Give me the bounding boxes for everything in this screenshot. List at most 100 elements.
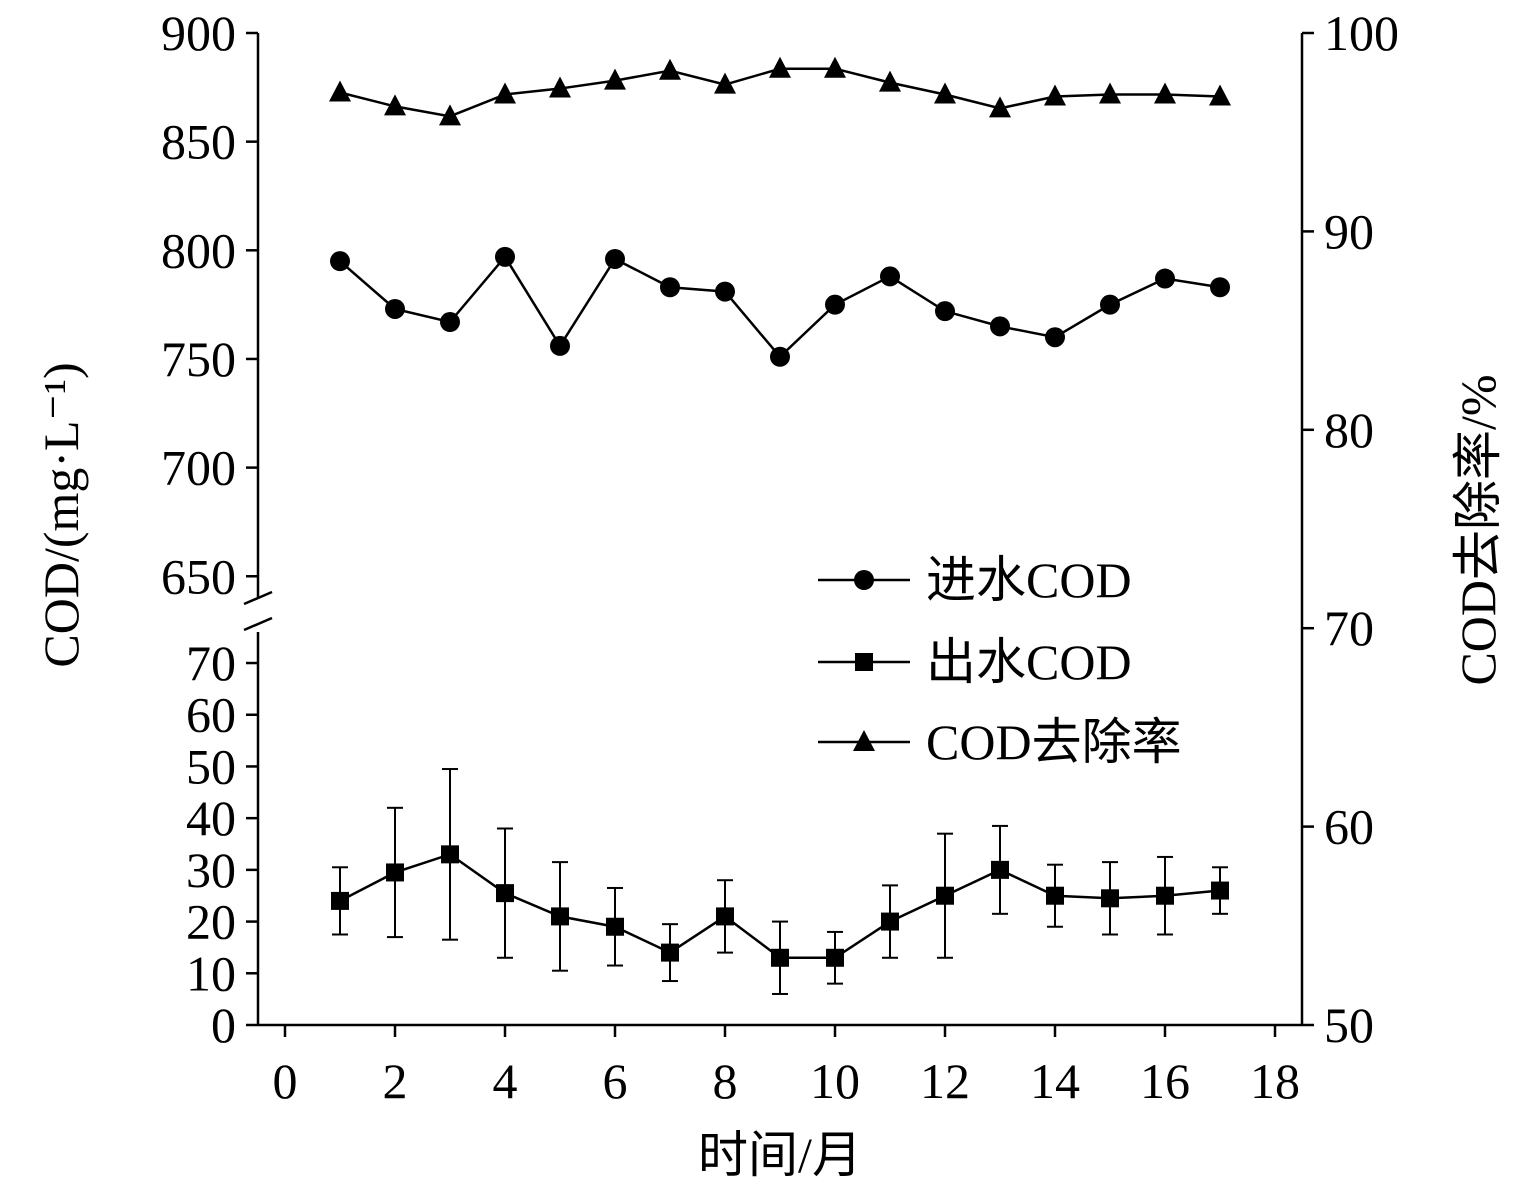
influent-cod-point <box>440 312 460 333</box>
axis-break-mark <box>243 616 273 632</box>
axis-break-mark <box>243 590 273 606</box>
y-right-tick-label: 60 <box>1324 799 1374 855</box>
influent-cod-point <box>1210 277 1230 298</box>
x-tick-label: 10 <box>810 1053 860 1109</box>
effluent-cod-point <box>1211 881 1229 900</box>
x-axis-title: 时间/月 <box>698 1127 862 1183</box>
effluent-cod-point <box>716 907 734 926</box>
influent-cod-point <box>935 301 955 322</box>
x-tick-label: 2 <box>383 1053 408 1109</box>
effluent-cod-point <box>331 891 349 910</box>
legend-label-removal: COD去除率 <box>926 714 1182 770</box>
influent-cod-point <box>825 294 845 315</box>
x-tick-label: 0 <box>273 1053 298 1109</box>
y-left-lower-tick-label: 70 <box>186 635 236 691</box>
series-layer <box>329 56 1231 995</box>
legend-label-effluent: 出水COD <box>926 634 1132 690</box>
x-tick-label: 16 <box>1140 1053 1190 1109</box>
cod-removal-point <box>494 82 516 104</box>
y-right-tick-label: 100 <box>1324 5 1399 61</box>
cod-removal-point <box>1209 84 1231 106</box>
influent-cod-point <box>715 281 735 302</box>
y-left-lower-tick-label: 20 <box>186 894 236 950</box>
y-left-lower-tick-label: 40 <box>186 790 236 846</box>
y-axis-title-right: COD去除率/% <box>1450 374 1506 685</box>
effluent-cod-point <box>1046 886 1064 905</box>
legend-square-marker <box>855 653 873 671</box>
y-left-lower-tick-label: 30 <box>186 842 236 898</box>
cod-removal-point <box>934 82 956 104</box>
ticks: 0 2 4 6 8 10 12 14 16 186507007508008509000102030… <box>161 5 1399 1109</box>
effluent-cod-point <box>496 884 514 903</box>
effluent-cod-point <box>441 845 459 864</box>
cod-removal-point <box>769 56 791 78</box>
y-left-upper-tick-label: 850 <box>161 114 236 170</box>
influent-cod-point <box>660 277 680 298</box>
influent-cod-point <box>605 249 625 269</box>
y-right-tick-label: 80 <box>1324 402 1374 458</box>
effluent-cod-point <box>771 948 789 967</box>
cod-removal-point <box>549 76 571 98</box>
cod-removal-point <box>1154 82 1176 104</box>
cod-removal-point <box>604 68 626 90</box>
y-right-tick-label: 90 <box>1324 203 1374 259</box>
influent-cod-point <box>990 316 1010 337</box>
y-axis-title-left: COD/(mg·L⁻¹) <box>33 362 89 667</box>
influent-cod-point <box>550 335 570 356</box>
influent-cod-point <box>770 346 790 367</box>
effluent-cod-point <box>1156 886 1174 905</box>
axes <box>243 33 1304 1027</box>
legend-circle-marker <box>854 570 874 590</box>
y-left-upper-tick-label: 700 <box>161 440 236 496</box>
legend: 进水COD 出水COD COD去除率 <box>818 552 1182 770</box>
effluent-cod-point <box>661 943 679 962</box>
influent-cod-line <box>339 254 1221 359</box>
y-left-lower-tick-label: 10 <box>186 945 236 1001</box>
influent-cod-point <box>330 251 350 272</box>
y-left-upper-tick-label: 650 <box>161 548 236 604</box>
x-tick-label: 4 <box>493 1053 518 1109</box>
effluent-cod-point <box>881 912 899 931</box>
x-tick-label: 12 <box>920 1053 970 1109</box>
y-left-lower-tick-label: 0 <box>211 997 236 1053</box>
x-tick-label: 6 <box>603 1053 628 1109</box>
cod-removal-point <box>439 104 461 126</box>
y-left-lower-tick-label: 50 <box>186 738 236 794</box>
x-tick-label: 18 <box>1250 1053 1300 1109</box>
cod-removal-point <box>879 70 901 92</box>
influent-cod-point <box>1045 327 1065 348</box>
cod-removal-point <box>384 94 406 116</box>
cod-removal-point <box>1099 82 1121 104</box>
effluent-cod-point <box>991 860 1009 879</box>
y-left-lower-tick-label: 60 <box>186 687 236 743</box>
effluent-cod-point <box>1101 889 1119 908</box>
y-right-tick-label: 50 <box>1324 997 1374 1053</box>
legend-triangle-marker <box>853 730 875 751</box>
y-right-tick-label: 70 <box>1324 600 1374 656</box>
cod-removal-point <box>989 96 1011 118</box>
cod-removal-point <box>1044 84 1066 106</box>
x-tick-label: 8 <box>713 1053 738 1109</box>
influent-cod-point <box>1155 268 1175 289</box>
cod-removal-point <box>714 72 736 94</box>
y-left-upper-tick-label: 800 <box>161 222 236 278</box>
influent-cod-point <box>880 266 900 287</box>
effluent-cod-point <box>551 907 569 926</box>
legend-label-influent: 进水COD <box>926 552 1132 608</box>
influent-cod-point <box>385 298 405 319</box>
cod-removal-point <box>824 56 846 78</box>
cod-removal-point <box>329 80 351 102</box>
legend-item-influent: 进水COD <box>818 552 1132 608</box>
effluent-cod-point <box>826 948 844 967</box>
influent-cod-point <box>495 246 515 267</box>
x-tick-label: 14 <box>1030 1053 1080 1109</box>
legend-item-removal: COD去除率 <box>818 714 1182 770</box>
influent-cod-point <box>1100 294 1120 315</box>
y-left-upper-tick-label: 750 <box>161 331 236 387</box>
effluent-cod-point <box>936 886 954 905</box>
legend-item-effluent: 出水COD <box>818 634 1132 690</box>
y-left-upper-tick-label: 900 <box>161 5 236 61</box>
effluent-cod-point <box>606 917 624 936</box>
effluent-cod-point <box>386 863 404 882</box>
